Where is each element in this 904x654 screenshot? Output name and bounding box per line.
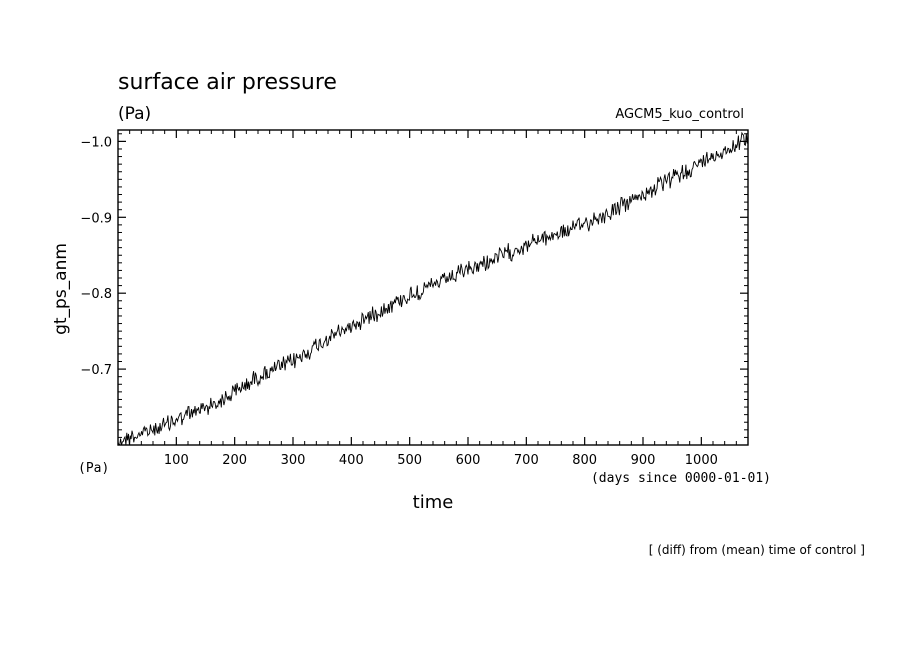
- footnote: [ (diff) from (mean) time of control ]: [649, 543, 865, 557]
- x-tick-label: 100: [164, 453, 189, 468]
- y-tick-label: −0.9: [80, 211, 112, 226]
- x-tick-label: 600: [456, 453, 481, 468]
- x-tick-label: 700: [514, 453, 539, 468]
- y-axis: −1.0 −0.9 −0.8 −0.7: [80, 135, 748, 378]
- series-line-gt_ps_anm: [117, 131, 749, 446]
- x-tick-label: 1000: [685, 453, 718, 468]
- x-tick-label: 200: [222, 453, 247, 468]
- y-tick-label: −0.7: [80, 363, 112, 378]
- x-units-label: (days since 0000-01-01): [591, 471, 771, 486]
- chart-title: surface air pressure: [118, 70, 337, 95]
- y-axis-label: gt_ps_anm: [51, 243, 71, 335]
- x-tick-label: 800: [572, 453, 597, 468]
- x-tick-label: 400: [339, 453, 364, 468]
- y-tick-label: −1.0: [80, 135, 112, 150]
- x-tick-label: 900: [631, 453, 656, 468]
- title-units: (Pa): [118, 104, 151, 124]
- y-units-label: (Pa): [78, 461, 109, 476]
- x-axis-label: time: [413, 492, 454, 513]
- x-axis: 100 200 300 400 500 600 700 800 900 1000: [164, 130, 718, 468]
- x-tick-label: 500: [397, 453, 422, 468]
- x-tick-label: 300: [281, 453, 306, 468]
- y-tick-label: −0.8: [80, 287, 112, 302]
- minor-ticks: [118, 130, 748, 445]
- experiment-label: AGCM5_kuo_control: [615, 107, 744, 122]
